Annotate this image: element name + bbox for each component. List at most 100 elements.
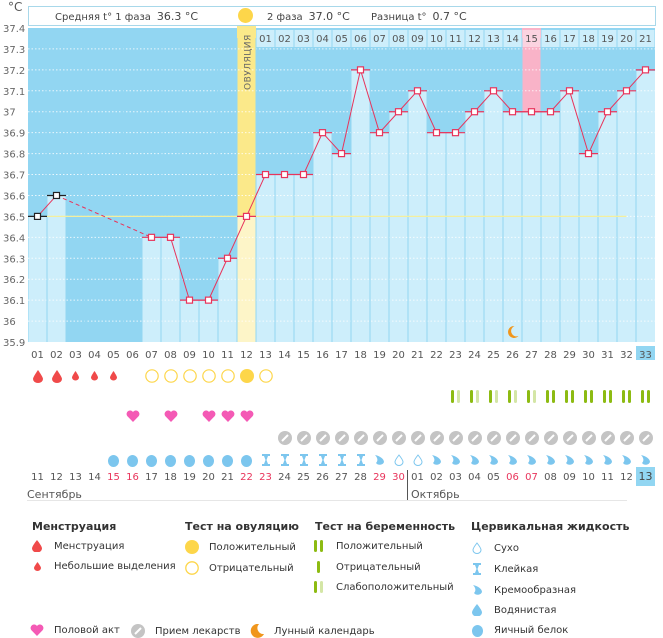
temp-point bbox=[622, 87, 631, 95]
temp-point bbox=[603, 108, 612, 116]
legend-title-ovulation: Тест на овуляцию bbox=[185, 520, 299, 533]
pill-icon bbox=[313, 428, 332, 448]
phase2-day-label: 12 bbox=[468, 34, 481, 45]
calendar-date: 20 bbox=[202, 472, 215, 483]
sticky-icon bbox=[351, 450, 370, 470]
calendar-date: 18 bbox=[164, 472, 177, 483]
phase2-day-cell bbox=[503, 30, 522, 47]
calendar-date: 12 bbox=[50, 472, 63, 483]
creamy-icon bbox=[427, 450, 446, 470]
calendar-date: 12 bbox=[620, 472, 633, 483]
temp-bar bbox=[332, 153, 351, 342]
cycle-day-label: 16 bbox=[316, 350, 329, 360]
legend-label: Отрицательный bbox=[209, 562, 294, 574]
temp-bar bbox=[294, 174, 313, 342]
phase2-day-label: 15 bbox=[525, 34, 538, 45]
cycle-day-label: 08 bbox=[164, 350, 177, 360]
phase2-day-label: 09 bbox=[411, 34, 424, 45]
temp-line-segment bbox=[588, 111, 608, 154]
pill-icon bbox=[332, 428, 351, 448]
pill-icon bbox=[560, 428, 579, 448]
heart-icon bbox=[218, 406, 237, 426]
cycle-day-label: 05 bbox=[107, 350, 120, 360]
legend-ov-negative: Отрицательный bbox=[183, 561, 294, 575]
phase2-day-label: 11 bbox=[449, 34, 462, 45]
creamy-icon bbox=[446, 450, 465, 470]
water-drop-icon bbox=[468, 604, 486, 616]
temp-bar bbox=[503, 111, 522, 342]
pill-icon bbox=[465, 428, 484, 448]
legend-fluid-sticky: Клейкая bbox=[468, 563, 538, 575]
heart-icon bbox=[237, 406, 256, 426]
cycle-day-label: 04 bbox=[88, 350, 101, 360]
temp-point bbox=[375, 129, 384, 137]
legend-title-menstruation: Менструация bbox=[32, 520, 117, 533]
cycle-day-label: 11 bbox=[221, 350, 234, 360]
y-tick-label: 36.5 bbox=[3, 212, 25, 223]
ovulation-negative-icon bbox=[256, 366, 275, 386]
temp-point bbox=[508, 108, 517, 116]
egg-white-icon bbox=[161, 450, 180, 470]
temp-line-segment bbox=[341, 69, 361, 154]
y-tick-label: 36.6 bbox=[3, 191, 25, 202]
temp-point bbox=[185, 296, 194, 304]
pill-icon bbox=[427, 428, 446, 448]
calendar-date: 15 bbox=[107, 472, 120, 483]
legend-label: Яичный белок bbox=[494, 625, 569, 636]
pill-icon bbox=[408, 428, 427, 448]
ovulation-label: ОВУЛЯЦИЯ bbox=[244, 34, 254, 90]
temp-point bbox=[470, 108, 479, 116]
calendar-date: 26 bbox=[316, 472, 329, 483]
cycle-day-label: 30 bbox=[582, 350, 595, 360]
calendar-date: 10 bbox=[582, 472, 595, 483]
calendar-date: 03 bbox=[449, 472, 462, 483]
calendar-date: 05 bbox=[487, 472, 500, 483]
phase1-stat: Средняя t° 1 фаза 36.3 °C bbox=[55, 10, 198, 23]
legend-label: Половой акт bbox=[54, 624, 120, 636]
egg-white-icon bbox=[199, 450, 218, 470]
legend-preg-negative: Отрицательный bbox=[310, 561, 421, 573]
calendar-date: 09 bbox=[563, 472, 576, 483]
legend-ov-positive: Положительный bbox=[183, 540, 296, 554]
temp-point bbox=[33, 212, 42, 220]
phase2-value: 37.0 °C bbox=[308, 10, 350, 23]
temp-line-segment bbox=[227, 216, 247, 259]
diff-label: Разница t° bbox=[371, 12, 427, 23]
temp-line-segment bbox=[246, 174, 266, 217]
phase2-day-label: 02 bbox=[278, 34, 291, 45]
pregnancy-weak-icon bbox=[465, 386, 484, 406]
pill-icon bbox=[275, 428, 294, 448]
cycle-day-label: 19 bbox=[373, 350, 386, 360]
two-bars-icon bbox=[310, 540, 328, 552]
calendar-date: 19 bbox=[183, 472, 196, 483]
temp-bar bbox=[199, 300, 218, 342]
spotting-drop-icon bbox=[66, 366, 85, 386]
phase2-day-label: 06 bbox=[354, 34, 367, 45]
ovulation-sun-icon bbox=[238, 8, 253, 23]
temp-point bbox=[52, 191, 61, 200]
spotting-drop-icon bbox=[85, 366, 104, 386]
legend-label: Положительный bbox=[209, 541, 296, 553]
cycle-day-label: 26 bbox=[506, 350, 519, 360]
phase1-value: 36.3 °C bbox=[156, 10, 199, 23]
phase2-day-label: 10 bbox=[430, 34, 443, 45]
separator bbox=[27, 500, 627, 501]
menstruation-drop-icon bbox=[47, 366, 66, 386]
legend-fluid-egg: Яичный белок bbox=[468, 624, 568, 637]
creamy-icon bbox=[617, 450, 636, 470]
bbt-chart: 37.4 37.3 37.2 37.1 37 36.9 36.8 36.7 36.6 36.5 36… bbox=[3, 6, 655, 360]
temp-point bbox=[432, 129, 441, 137]
creamy-icon bbox=[560, 450, 579, 470]
legend-intercourse: Половой акт bbox=[28, 624, 120, 636]
y-tick-label: 36.4 bbox=[3, 233, 25, 244]
cream-drop-icon bbox=[468, 584, 486, 596]
sticky-icon bbox=[294, 450, 313, 470]
cycle-day-label: 12 bbox=[240, 350, 253, 360]
weak-bars-icon bbox=[310, 581, 328, 593]
phase2-day-label: 03 bbox=[297, 34, 310, 45]
phase2-day-cell bbox=[256, 30, 275, 47]
y-tick-label: 37.4 bbox=[3, 24, 25, 35]
phase2-day-cell bbox=[560, 30, 579, 47]
y-tick-label: 36.8 bbox=[3, 150, 25, 161]
y-tick-label: 36.9 bbox=[3, 129, 25, 140]
